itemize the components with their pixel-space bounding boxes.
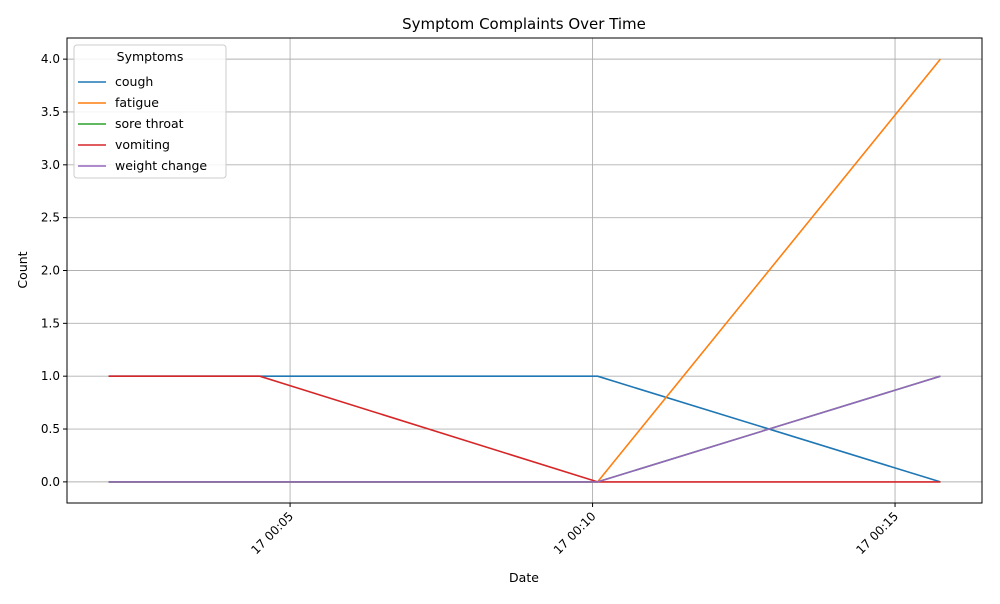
y-tick-label: 0.0	[41, 475, 60, 489]
legend-title: Symptoms	[117, 49, 184, 64]
x-tick-label: 17 00:05	[248, 509, 296, 557]
y-tick-label: 3.0	[41, 158, 60, 172]
series-lines	[108, 58, 942, 483]
y-tick-label: 4.0	[41, 52, 60, 66]
legend-label: weight change	[115, 158, 207, 173]
legend-label: sore throat	[115, 116, 184, 131]
legend: Symptoms cough fatigue sore throat vomiting w…	[73, 44, 227, 179]
legend-label: fatigue	[115, 95, 159, 110]
legend-label: vomiting	[115, 137, 170, 152]
y-tick-label: 1.0	[41, 369, 60, 383]
y-tick-label: 0.5	[41, 422, 60, 436]
x-axis-title: Date	[509, 570, 539, 585]
y-tick-label: 1.5	[41, 316, 60, 330]
y-tick-label: 2.0	[41, 264, 60, 278]
chart-title: Symptom Complaints Over Time	[402, 15, 646, 33]
y-tick-label: 2.5	[41, 211, 60, 225]
legend-box	[73, 44, 227, 179]
x-tick-label: 17 00:10	[551, 509, 599, 557]
legend-label: cough	[115, 74, 153, 89]
series-line-weight-change	[108, 375, 941, 483]
series-line-vomiting	[108, 375, 941, 483]
y-axis-title: Count	[15, 251, 30, 288]
x-tick-label: 17 00:15	[853, 509, 901, 557]
y-tick-label: 3.5	[41, 105, 60, 119]
